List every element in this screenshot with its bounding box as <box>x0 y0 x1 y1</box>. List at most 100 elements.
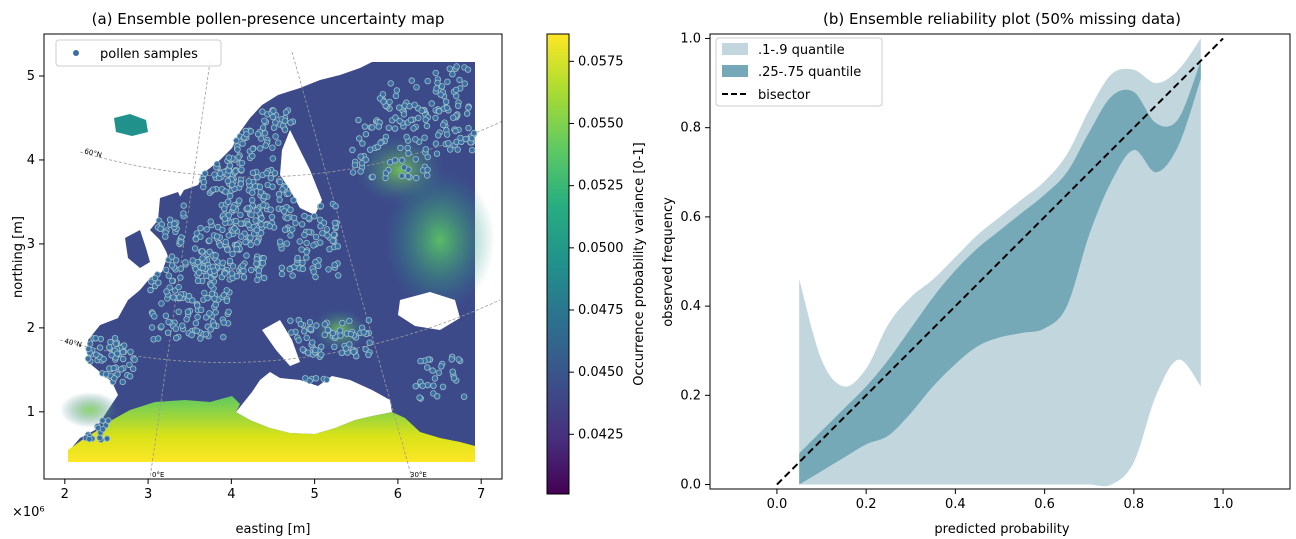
pollen-sample-point <box>315 262 322 269</box>
pollen-sample-point <box>290 214 298 222</box>
pollen-sample-point <box>259 259 267 267</box>
pollen-sample-point <box>189 297 196 304</box>
pollen-sample-point <box>262 142 269 149</box>
pollen-sample-point <box>258 221 265 228</box>
pollen-sample-point <box>330 231 338 238</box>
pollen-sample-point <box>212 309 219 316</box>
pollen-sample-point <box>179 322 186 329</box>
pollen-sample-point <box>416 394 423 401</box>
colorbar-ticks: 0.0425 0.0450 0.0475 0.0500 0.0525 0.0550 0.05… <box>569 54 624 442</box>
map-british-isles <box>125 192 190 268</box>
pollen-sample-point <box>339 319 346 327</box>
pollen-sample-point <box>299 346 306 353</box>
pollen-sample-point <box>439 383 447 390</box>
pollen-sample-point <box>331 261 338 269</box>
pollen-sample-point <box>324 326 331 334</box>
pollen-sample-point <box>245 221 252 229</box>
map-sea-adriatic <box>262 320 300 366</box>
pollen-sample-point <box>225 308 232 315</box>
pollen-sample-point <box>400 111 408 118</box>
reliability-x-tick-label: 0.2 <box>856 497 877 512</box>
pollen-sample-point <box>310 268 317 275</box>
pollen-sample-point <box>332 202 339 210</box>
pollen-sample-point <box>270 107 277 114</box>
pollen-sample-point <box>460 393 468 400</box>
pollen-sample-point <box>431 375 439 382</box>
pollen-sample-point <box>244 205 251 212</box>
pollen-sample-point <box>432 69 439 77</box>
pollen-sample-point <box>226 257 234 265</box>
pollen-sample-point <box>301 212 308 220</box>
pollen-sample-point <box>127 348 134 355</box>
pollen-sample-point <box>119 348 127 356</box>
pollen-sample-point <box>309 339 316 346</box>
pollen-sample-point <box>84 355 92 362</box>
pollen-sample-point <box>272 119 279 126</box>
pollen-sample-point <box>237 211 244 219</box>
legend-label-outer-quantile: .1-.9 quantile <box>758 43 845 58</box>
pollen-sample-point <box>248 196 256 204</box>
pollen-sample-point <box>438 363 445 370</box>
map-area: 60°N 40°N 0°E 30°E <box>59 51 502 479</box>
pollen-sample-point <box>163 288 170 295</box>
pollen-sample-point <box>188 331 195 339</box>
pollen-sample-point <box>297 320 304 328</box>
pollen-sample-point <box>210 322 218 329</box>
pollen-sample-point <box>346 341 353 348</box>
map-y-tick-label: 2 <box>27 321 35 336</box>
panel-b-title: (b) Ensemble reliability plot (50% missi… <box>823 10 1181 28</box>
pollen-sample-point <box>428 100 435 107</box>
pollen-sample-point <box>367 146 374 153</box>
pollen-sample-point <box>304 349 312 356</box>
pollen-sample-point <box>296 238 303 245</box>
pollen-sample-point <box>269 183 276 190</box>
pollen-sample-point <box>249 189 256 196</box>
pollen-sample-point <box>437 91 444 98</box>
pollen-sample-point <box>216 170 224 177</box>
pollen-sample-point <box>407 116 415 124</box>
pollen-sample-point <box>225 154 232 161</box>
legend-label-pollen-samples: pollen samples <box>100 47 198 62</box>
pollen-sample-point <box>258 215 265 222</box>
pollen-sample-point <box>319 229 326 237</box>
pollen-sample-point <box>228 181 236 188</box>
pollen-sample-point <box>229 263 237 270</box>
pollen-sample-point <box>369 173 376 180</box>
pollen-sample-point <box>412 383 419 390</box>
pollen-sample-point <box>298 221 306 228</box>
pollen-sample-point <box>307 325 314 333</box>
pollen-sample-point <box>366 339 373 346</box>
pollen-sample-point <box>440 121 447 129</box>
pollen-sample-point <box>424 364 431 371</box>
pollen-sample-point <box>230 204 237 211</box>
pollen-sample-point <box>278 270 286 278</box>
pollen-sample-point <box>457 134 464 142</box>
pollen-sample-point <box>281 126 289 133</box>
pollen-sample-point <box>165 318 172 326</box>
pollen-sample-point <box>318 351 325 358</box>
pollen-sample-point <box>295 337 302 344</box>
pollen-sample-point <box>449 368 456 375</box>
pollen-sample-point <box>404 144 411 152</box>
pollen-sample-point <box>365 317 372 324</box>
pollen-sample-point <box>203 226 210 233</box>
pollen-sample-point <box>283 240 291 247</box>
pollen-sample-point <box>287 232 294 239</box>
reliability-y-tick-label: 0.4 <box>680 299 701 314</box>
pollen-sample-point <box>299 259 306 266</box>
pollen-sample-point <box>85 345 92 353</box>
pollen-sample-point <box>362 130 370 138</box>
pollen-sample-point <box>453 63 460 70</box>
pollen-sample-point <box>105 344 113 351</box>
pollen-sample-point <box>253 226 261 234</box>
pollen-sample-point <box>282 109 290 116</box>
colorbar-tick-label: 0.0475 <box>578 303 624 318</box>
pollen-sample-point <box>450 375 458 382</box>
pollen-sample-point <box>448 356 455 363</box>
pollen-sample-point <box>349 169 357 176</box>
pollen-sample-point <box>219 226 226 233</box>
pollen-sample-point <box>275 190 283 198</box>
pollen-sample-point <box>158 300 165 307</box>
pollen-sample-point <box>200 178 208 186</box>
colorbar <box>546 33 570 495</box>
